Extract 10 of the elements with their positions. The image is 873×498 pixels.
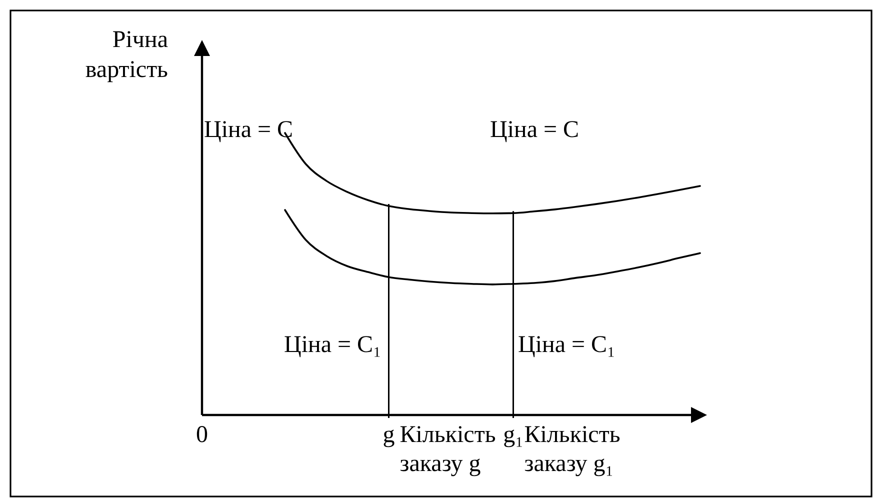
- annotation: Ціна = C₁: [518, 332, 616, 358]
- annotation: Ціна = C: [490, 117, 580, 143]
- x-tick-label: 0: [196, 422, 208, 448]
- x-tick-label: g: [382, 422, 395, 448]
- annotation: Ціна = C: [204, 117, 294, 143]
- annotation: Ціна = C₁: [284, 332, 382, 358]
- x-tick-label: g₁: [503, 422, 524, 448]
- ref-line-label: Кількість заказу g: [400, 422, 496, 477]
- y-axis-title: Річна вартість: [85, 27, 168, 83]
- ref-line-label: Кількість заказу g₁: [524, 422, 620, 477]
